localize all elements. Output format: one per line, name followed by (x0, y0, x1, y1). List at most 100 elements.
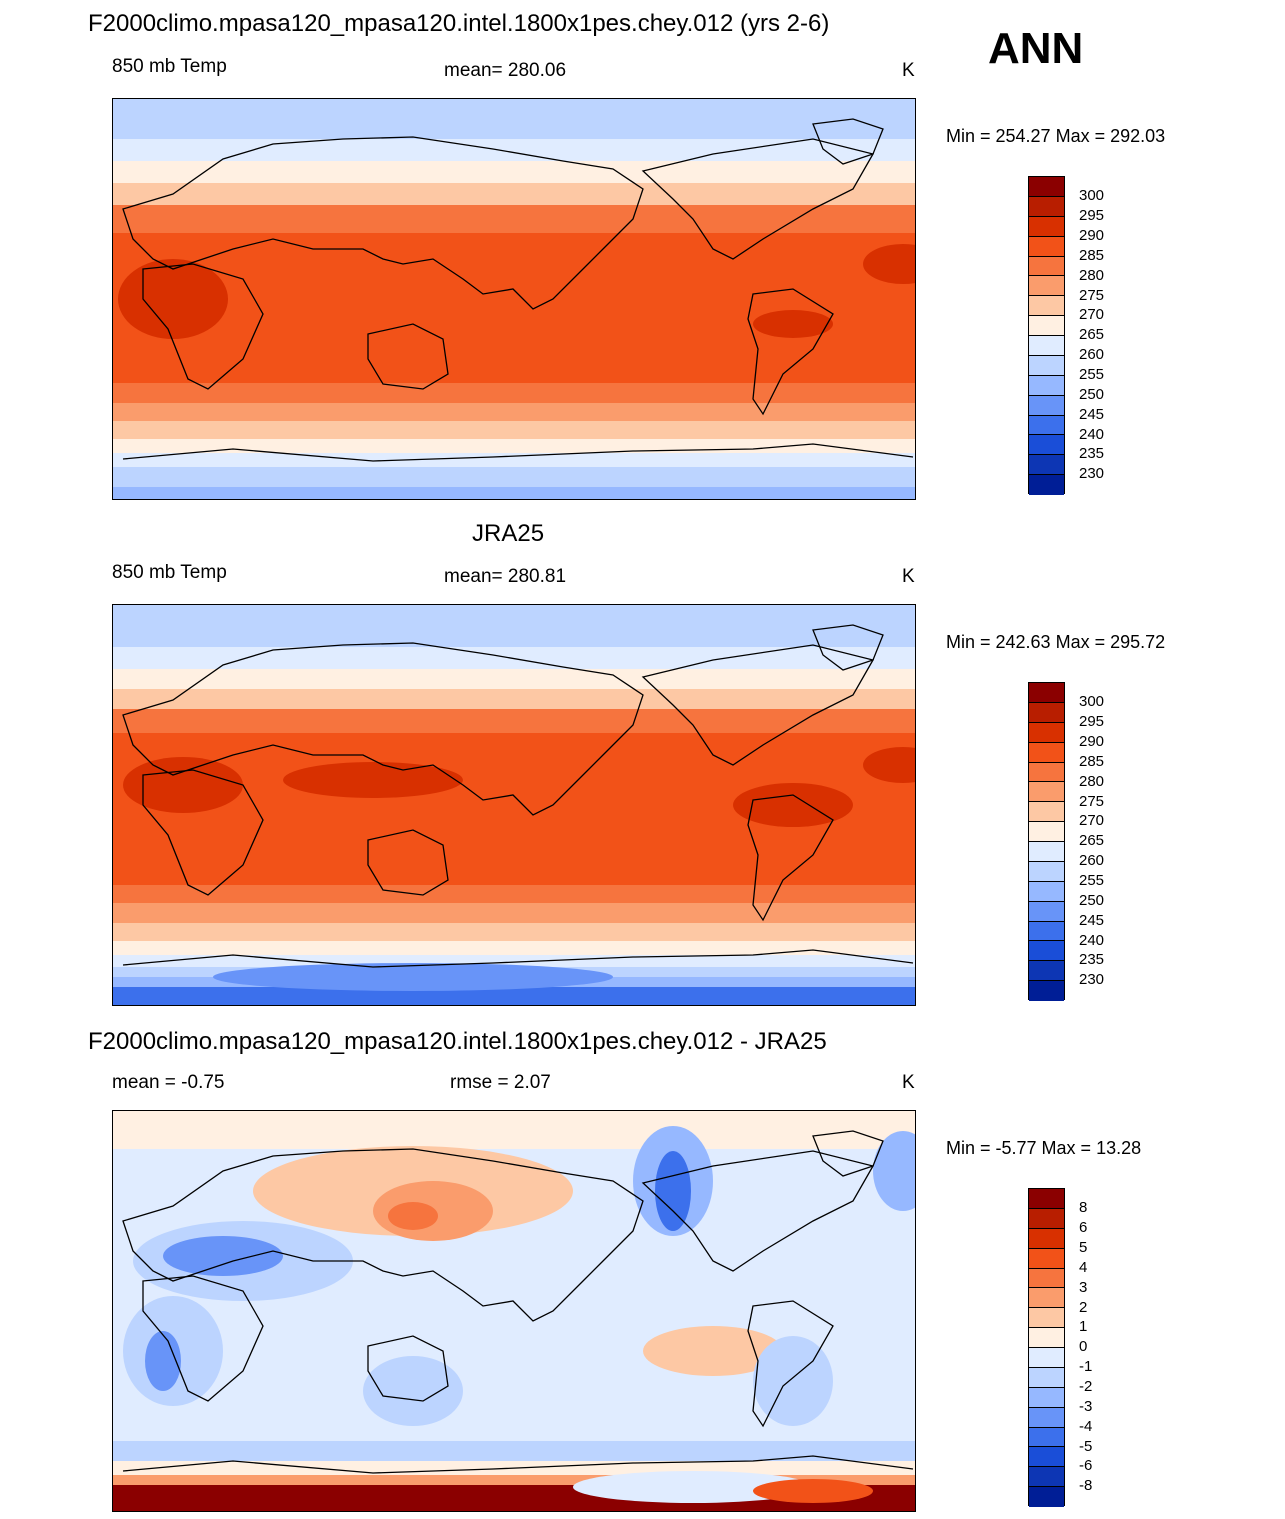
colorbar-swatch (1029, 375, 1064, 396)
colorbar-tick-label: 270 (1079, 812, 1105, 829)
colorbar-tick-label: 300 (1079, 693, 1105, 710)
colorbar-swatch (1029, 1367, 1064, 1388)
colorbar-tick-label: -4 (1079, 1418, 1093, 1435)
colorbar-swatch (1029, 435, 1064, 456)
panel-3-units: K (902, 1072, 915, 1093)
colorbar-tick-label: 245 (1079, 912, 1105, 929)
colorbar-swatch (1029, 355, 1064, 376)
colorbar-tick-label: 290 (1079, 227, 1105, 244)
panel-1-units: K (902, 60, 915, 81)
colorbar-tick-label: 235 (1079, 445, 1105, 462)
colorbar-swatch (1029, 762, 1064, 783)
colorbar-swatch (1029, 1447, 1064, 1468)
colorbar-tick-label: 255 (1079, 366, 1105, 383)
colorbar-swatch (1029, 415, 1064, 436)
colorbar-swatch (1029, 921, 1064, 942)
colorbar-swatch (1029, 1268, 1064, 1289)
panel-1-map (112, 98, 916, 500)
colorbar-tick-label: 1 (1079, 1318, 1088, 1335)
panel-1-mean-label: mean= 280.06 (444, 60, 567, 81)
panel-2-units: K (902, 566, 915, 587)
colorbar-tick-label: 230 (1079, 465, 1105, 482)
colorbar-tick-label: 295 (1079, 207, 1105, 224)
colorbar-tick-label: 6 (1079, 1219, 1088, 1236)
colorbar-tick-label: 230 (1079, 971, 1105, 988)
colorbar-swatch (1029, 1308, 1064, 1329)
colorbar-swatch (1029, 901, 1064, 922)
colorbar-tick-label: -5 (1079, 1438, 1093, 1455)
colorbar-tick-label: 0 (1079, 1338, 1088, 1355)
colorbar-swatch (1029, 782, 1064, 803)
colorbar-swatch (1029, 1348, 1064, 1368)
colorbar-tick-label: 255 (1079, 872, 1105, 889)
colorbar-tick-label: 285 (1079, 247, 1105, 264)
colorbar-tick-label: -6 (1079, 1457, 1093, 1474)
colorbar-swatch (1029, 842, 1064, 862)
colorbar-tick-label: 250 (1079, 386, 1105, 403)
colorbar-swatch (1029, 196, 1064, 217)
colorbar-swatch (1029, 336, 1064, 356)
colorbar-swatch (1029, 1228, 1064, 1249)
panel-1-colorbar (1028, 176, 1065, 495)
colorbar-tick-label: 4 (1079, 1259, 1088, 1276)
colorbar-swatch (1029, 216, 1064, 237)
colorbar-tick-label: 245 (1079, 406, 1105, 423)
season-label: ANN (988, 24, 1084, 73)
colorbar-swatch (1029, 177, 1064, 197)
colorbar-tick-label: -3 (1079, 1398, 1093, 1415)
colorbar-tick-label: 280 (1079, 773, 1105, 790)
colorbar-swatch (1029, 822, 1064, 842)
colorbar-swatch (1029, 1467, 1064, 1488)
panel-3-map (112, 1110, 916, 1512)
panel-2-map (112, 604, 916, 1006)
colorbar-tick-label: 8 (1079, 1199, 1088, 1216)
panel-2-title: JRA25 (472, 520, 545, 547)
colorbar-swatch (1029, 961, 1064, 982)
panel-1-title: F2000climo.mpasa120_mpasa120.intel.1800x… (88, 10, 830, 37)
colorbar-tick-label: 260 (1079, 852, 1105, 869)
colorbar-swatch (1029, 296, 1064, 317)
panel-1-minmax: Min = 254.27 Max = 292.03 (946, 126, 1166, 146)
colorbar-tick-label: 265 (1079, 832, 1105, 849)
colorbar-swatch (1029, 1189, 1064, 1209)
panel-3-mean-label: mean = -0.75 (112, 1072, 225, 1093)
colorbar-swatch (1029, 1427, 1064, 1448)
colorbar-swatch (1029, 722, 1064, 743)
colorbar-tick-label: -8 (1079, 1477, 1093, 1494)
panel-2-colorbar (1028, 682, 1065, 1001)
colorbar-tick-label: 250 (1079, 892, 1105, 909)
colorbar-tick-label: 275 (1079, 287, 1105, 304)
colorbar-swatch (1029, 981, 1064, 1001)
colorbar-swatch (1029, 941, 1064, 962)
colorbar-swatch (1029, 1328, 1064, 1348)
colorbar-tick-label: 5 (1079, 1239, 1088, 1256)
colorbar-swatch (1029, 683, 1064, 703)
panel-2-variable-label: 850 mb Temp (112, 562, 227, 583)
colorbar-swatch (1029, 1248, 1064, 1269)
colorbar-tick-label: 270 (1079, 306, 1105, 323)
colorbar-swatch (1029, 276, 1064, 297)
colorbar-swatch (1029, 395, 1064, 416)
colorbar-swatch (1029, 1208, 1064, 1229)
colorbar-tick-label: 265 (1079, 326, 1105, 343)
colorbar-swatch (1029, 702, 1064, 723)
colorbar-tick-label: 290 (1079, 733, 1105, 750)
colorbar-swatch (1029, 802, 1064, 823)
colorbar-swatch (1029, 455, 1064, 476)
colorbar-swatch (1029, 1387, 1064, 1408)
colorbar-swatch (1029, 475, 1064, 495)
colorbar-swatch (1029, 1407, 1064, 1428)
colorbar-tick-label: 3 (1079, 1279, 1088, 1296)
panel-3-title: F2000climo.mpasa120_mpasa120.intel.1800x… (88, 1028, 827, 1055)
panel-1-variable-label: 850 mb Temp (112, 56, 227, 77)
colorbar-tick-label: 300 (1079, 187, 1105, 204)
colorbar-tick-label: -1 (1079, 1358, 1093, 1375)
colorbar-swatch (1029, 742, 1064, 763)
colorbar-swatch (1029, 1288, 1064, 1309)
colorbar-tick-label: 260 (1079, 346, 1105, 363)
colorbar-swatch (1029, 861, 1064, 882)
colorbar-tick-label: 240 (1079, 426, 1105, 443)
colorbar-swatch (1029, 316, 1064, 336)
colorbar-tick-label: 235 (1079, 951, 1105, 968)
colorbar-tick-label: 275 (1079, 793, 1105, 810)
